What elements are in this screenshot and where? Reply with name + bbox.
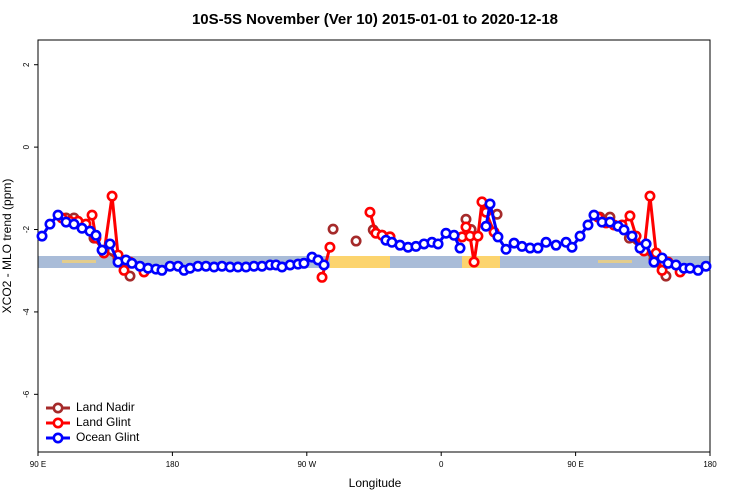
point bbox=[324, 241, 336, 253]
land-band bbox=[62, 260, 96, 263]
x-tick-label: 90 E bbox=[30, 460, 46, 469]
point bbox=[582, 219, 594, 231]
point bbox=[492, 231, 504, 243]
legend-label: Ocean Glint bbox=[76, 430, 140, 444]
point bbox=[532, 242, 544, 254]
point bbox=[364, 206, 376, 218]
chart-title: 10S-5S November (Ver 10) 2015-01-01 to 2… bbox=[192, 11, 558, 28]
y-axis-label: XCO2 - MLO trend (ppm) bbox=[0, 179, 14, 314]
y-tick-label: 2 bbox=[22, 62, 31, 67]
y-tick-label: -6 bbox=[22, 390, 31, 398]
point bbox=[588, 209, 600, 221]
point bbox=[448, 229, 460, 241]
x-tick-label: 180 bbox=[703, 460, 717, 469]
point bbox=[604, 216, 616, 228]
x-tick-label: 0 bbox=[439, 460, 444, 469]
x-axis-label: Longitude bbox=[349, 476, 402, 490]
point bbox=[468, 256, 480, 268]
point bbox=[644, 190, 656, 202]
point bbox=[327, 223, 339, 235]
point bbox=[618, 224, 630, 236]
land-band bbox=[462, 256, 500, 268]
point bbox=[106, 190, 118, 202]
point bbox=[454, 242, 466, 254]
point bbox=[432, 238, 444, 250]
point bbox=[626, 230, 638, 242]
point bbox=[460, 221, 472, 233]
point bbox=[52, 209, 64, 221]
legend-marker bbox=[52, 402, 64, 414]
point bbox=[156, 264, 168, 276]
x-tick-label: 90 E bbox=[567, 460, 583, 469]
point bbox=[550, 239, 562, 251]
point bbox=[624, 210, 636, 222]
x-tick-label: 180 bbox=[166, 460, 180, 469]
point bbox=[298, 257, 310, 269]
legend-marker bbox=[52, 417, 64, 429]
point bbox=[540, 236, 552, 248]
x-tick-label: 90 W bbox=[297, 460, 316, 469]
point bbox=[692, 264, 704, 276]
point bbox=[316, 271, 328, 283]
point bbox=[484, 198, 496, 210]
legend-label: Land Glint bbox=[76, 415, 131, 429]
legend-label: Land Nadir bbox=[76, 400, 135, 414]
plot-frame bbox=[37, 39, 711, 453]
land-band bbox=[330, 256, 390, 268]
point bbox=[472, 230, 484, 242]
point bbox=[68, 218, 80, 230]
legend-marker bbox=[52, 432, 64, 444]
point bbox=[104, 238, 116, 250]
point bbox=[574, 230, 586, 242]
point bbox=[700, 260, 712, 272]
point bbox=[640, 238, 652, 250]
y-tick-label: -2 bbox=[22, 225, 31, 233]
point bbox=[648, 256, 660, 268]
point bbox=[36, 230, 48, 242]
point bbox=[566, 241, 578, 253]
y-tick-label: -4 bbox=[22, 308, 31, 316]
point bbox=[480, 220, 492, 232]
point bbox=[90, 229, 102, 241]
point bbox=[96, 244, 108, 256]
land-band bbox=[598, 260, 632, 263]
point bbox=[500, 243, 512, 255]
point bbox=[318, 259, 330, 271]
point bbox=[44, 218, 56, 230]
point bbox=[86, 209, 98, 221]
point bbox=[656, 264, 668, 276]
point bbox=[118, 264, 130, 276]
y-tick-label: 0 bbox=[22, 144, 31, 149]
point bbox=[350, 235, 362, 247]
